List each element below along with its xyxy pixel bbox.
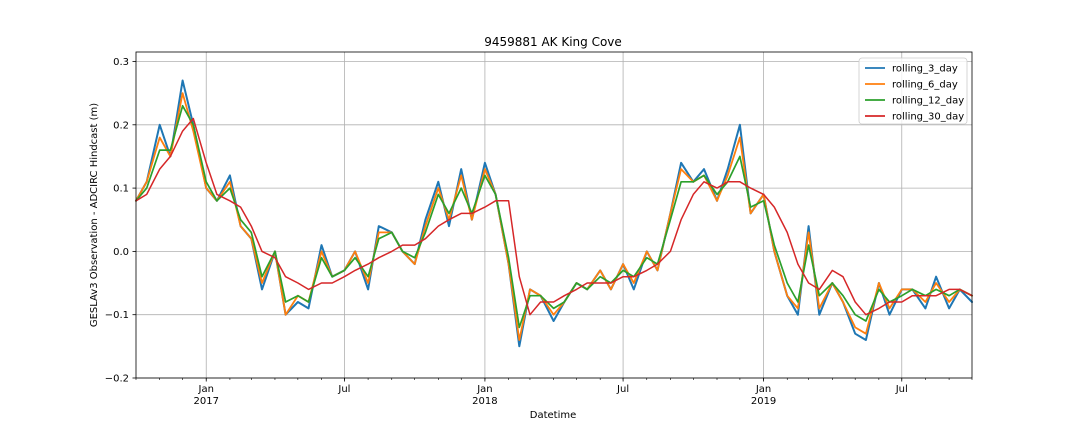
legend-label: rolling_3_day — [892, 64, 958, 75]
y-tick-label: 0.0 — [113, 247, 129, 258]
x-tick-year-label: 2017 — [194, 396, 219, 407]
x-axis-title: Datetime — [530, 410, 577, 421]
y-tick-label: 0.3 — [113, 57, 129, 68]
x-tick-label: Jan — [198, 384, 214, 395]
legend-label: rolling_30_day — [892, 112, 964, 123]
x-tick-label: Jan — [476, 384, 492, 395]
y-tick-label: −0.1 — [105, 310, 129, 321]
y-axis-title: GESLAv3 Observation - ADCIRC Hindcast (m… — [89, 103, 100, 327]
x-tick-label: Jul — [337, 384, 350, 395]
legend: rolling_3_day rolling_6_day rolling_12_day… — [858, 57, 968, 125]
chart-title: 9459881 AK King Cove — [484, 35, 622, 49]
plot-frame — [135, 51, 973, 379]
legend-box — [858, 57, 968, 125]
y-tick-label: 0.1 — [113, 184, 129, 195]
x-tick-label: Jan — [755, 384, 771, 395]
x-tick-year-label: 2019 — [751, 396, 776, 407]
x-tick-label: Jul — [895, 384, 908, 395]
series-line-rolling-30-day — [135, 117, 973, 316]
y-tick-label: −0.2 — [105, 374, 129, 385]
axes-layer — [135, 51, 973, 379]
y-tick-label: 0.2 — [113, 120, 129, 131]
legend-label: rolling_12_day — [892, 96, 964, 107]
x-tick-label: Jul — [616, 384, 629, 395]
x-tick-year-label: 2018 — [472, 396, 497, 407]
series-line-rolling-12-day — [135, 104, 973, 329]
series-layer — [135, 79, 973, 348]
legend-label: rolling_6_day — [892, 80, 958, 91]
